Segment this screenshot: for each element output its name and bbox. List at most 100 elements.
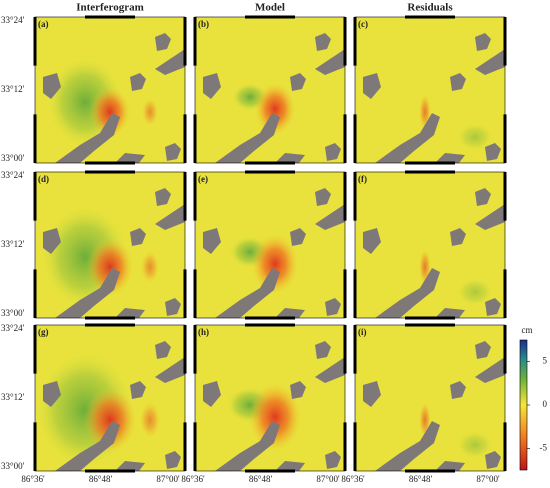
column-title: Interferogram bbox=[76, 2, 144, 14]
subsidence-area bbox=[255, 83, 295, 135]
lon-tick-label: 87°00' bbox=[476, 474, 500, 484]
lake bbox=[155, 341, 171, 359]
lake bbox=[325, 298, 341, 316]
lake bbox=[363, 73, 381, 99]
subsidence-area bbox=[87, 238, 133, 296]
frame-ticks bbox=[33, 170, 187, 320]
lake bbox=[130, 73, 146, 91]
lake bbox=[435, 153, 465, 163]
lake bbox=[363, 228, 381, 254]
map-panel: (c) bbox=[353, 15, 507, 165]
subsidence-area bbox=[84, 387, 136, 453]
lake bbox=[165, 143, 181, 161]
panel-label: (e) bbox=[198, 174, 208, 184]
panel-label: (i) bbox=[358, 327, 367, 337]
lake bbox=[450, 228, 466, 246]
subsidence-area bbox=[252, 234, 298, 294]
panel-label: (a) bbox=[38, 19, 49, 29]
lat-tick-label: 33°12' bbox=[1, 84, 25, 94]
lake bbox=[203, 73, 221, 99]
lake bbox=[375, 421, 440, 471]
frame-ticks bbox=[33, 15, 187, 165]
residual-area bbox=[457, 431, 493, 459]
map-panel: (i) bbox=[353, 323, 507, 473]
lake bbox=[55, 268, 120, 318]
lake bbox=[203, 228, 221, 254]
lat-tick-label: 33°24' bbox=[1, 15, 25, 25]
lake bbox=[375, 113, 440, 163]
lake bbox=[215, 113, 280, 163]
subsidence-area bbox=[90, 87, 130, 137]
lat-tick-label: 33°24' bbox=[1, 170, 25, 180]
frame-ticks bbox=[353, 170, 507, 320]
residual-area bbox=[457, 278, 493, 306]
subsidence-area bbox=[249, 383, 301, 451]
map-panel: (a) bbox=[33, 15, 187, 165]
lake bbox=[203, 381, 221, 407]
lake bbox=[325, 143, 341, 161]
lake bbox=[375, 268, 440, 318]
lat-tick-label: 33°00' bbox=[1, 308, 25, 318]
lake bbox=[315, 33, 331, 51]
lake bbox=[115, 461, 145, 471]
lake bbox=[290, 73, 306, 91]
lake bbox=[475, 341, 491, 359]
lake bbox=[315, 341, 331, 359]
lake bbox=[155, 357, 185, 383]
lake bbox=[155, 188, 171, 206]
column-title: Model bbox=[255, 2, 285, 14]
colorbar-tick-label: -5 bbox=[540, 442, 548, 452]
panel-label: (g) bbox=[38, 327, 49, 337]
frame-ticks bbox=[193, 15, 347, 165]
lake bbox=[485, 298, 501, 316]
colorbar bbox=[519, 339, 528, 471]
map-panel: (f) bbox=[353, 170, 507, 320]
lake bbox=[130, 381, 146, 399]
lake bbox=[115, 153, 145, 163]
lake bbox=[475, 357, 505, 383]
lake bbox=[363, 381, 381, 407]
map-panel: (b) bbox=[193, 15, 347, 165]
panel-label: (b) bbox=[198, 19, 209, 29]
lake bbox=[475, 49, 505, 75]
lake bbox=[450, 381, 466, 399]
lon-tick-label: 87°00' bbox=[156, 474, 180, 484]
lon-tick-label: 86°36' bbox=[341, 474, 365, 484]
lake bbox=[43, 381, 61, 407]
map-panel: (e) bbox=[193, 170, 347, 320]
lake bbox=[275, 308, 305, 318]
lake bbox=[275, 153, 305, 163]
panel-label: (h) bbox=[198, 327, 209, 337]
lake bbox=[155, 49, 185, 75]
frame-ticks bbox=[353, 323, 507, 473]
lake bbox=[435, 308, 465, 318]
lake bbox=[315, 357, 345, 383]
lake bbox=[475, 188, 491, 206]
lake bbox=[475, 33, 491, 51]
lake bbox=[290, 228, 306, 246]
column-title: Residuals bbox=[407, 2, 453, 14]
colorbar-unit: cm bbox=[522, 325, 533, 335]
lat-tick-label: 33°00' bbox=[1, 153, 25, 163]
lake bbox=[315, 49, 345, 75]
lake bbox=[485, 143, 501, 161]
map-panel: (g) bbox=[33, 323, 187, 473]
lake bbox=[325, 451, 341, 469]
panel-label: (d) bbox=[38, 174, 49, 184]
lon-tick-label: 86°48' bbox=[89, 474, 113, 484]
lake bbox=[55, 113, 120, 163]
subsidence-area bbox=[142, 98, 158, 126]
lat-tick-label: 33°00' bbox=[1, 461, 25, 471]
map-panel: (h) bbox=[193, 323, 347, 473]
panel-label: (f) bbox=[358, 174, 367, 184]
lake bbox=[55, 421, 120, 471]
lake bbox=[43, 73, 61, 99]
lake bbox=[485, 451, 501, 469]
lake bbox=[43, 228, 61, 254]
lon-tick-label: 86°36' bbox=[181, 474, 205, 484]
lake bbox=[155, 204, 185, 230]
colorbar-tick-label: 5 bbox=[543, 356, 548, 366]
lon-tick-label: 86°48' bbox=[409, 474, 433, 484]
lat-tick-label: 33°12' bbox=[1, 239, 25, 249]
